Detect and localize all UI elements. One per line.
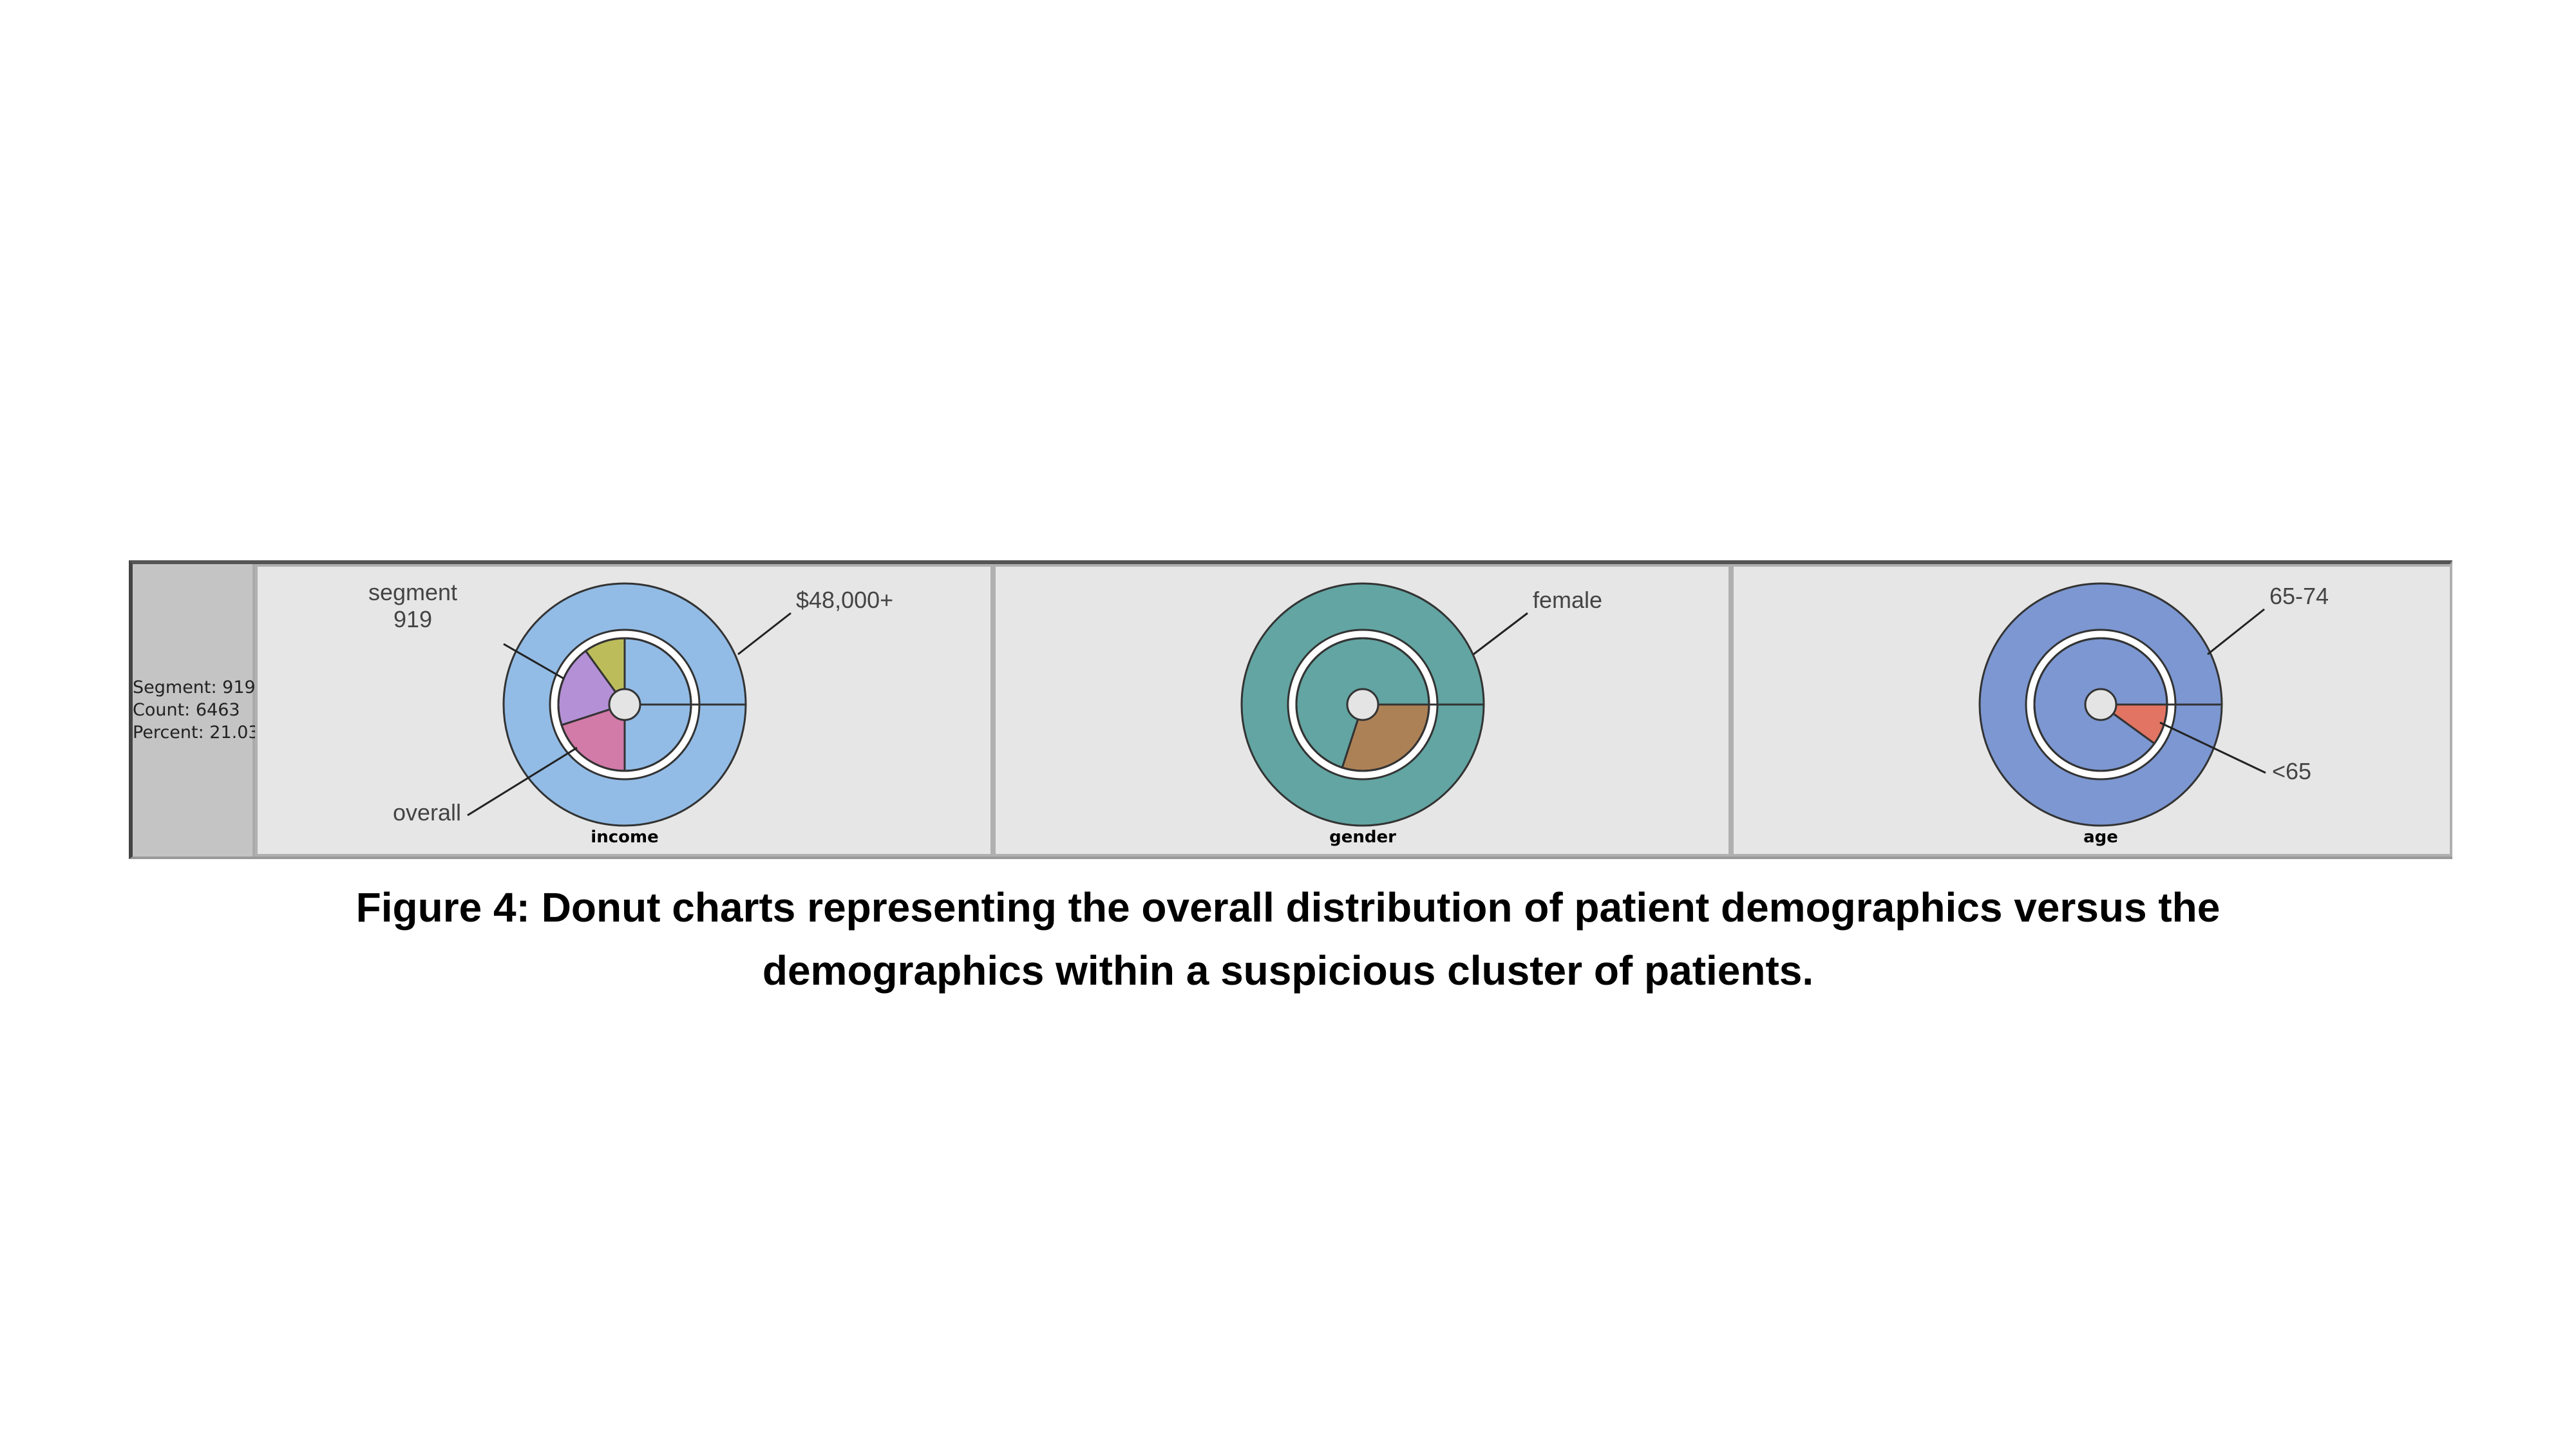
donut-chart-figure: Segment: 919 Count: 6463 Percent: 21.03 …	[129, 560, 2452, 859]
caption-line-1: Figure 4: Donut charts representing the …	[355, 884, 2221, 931]
gender-hub	[1346, 688, 1379, 721]
age-annotation-leader-1	[2159, 721, 2266, 774]
income-annotation-1: $48,000+	[796, 587, 893, 613]
gender-chart-title: gender	[1329, 828, 1396, 847]
segment-info-text: Segment: 919	[133, 677, 256, 697]
age-hub	[2084, 688, 2117, 721]
income-annotation-leader-0	[503, 643, 565, 680]
income-annotation-0: segment 919	[368, 579, 457, 632]
gender-annotation-0: female	[1533, 587, 1602, 613]
segment-info-panel: Segment: 919 Count: 6463 Percent: 21.03	[133, 564, 260, 857]
income-hub	[608, 688, 641, 721]
income-annotation-leader-1	[737, 612, 791, 656]
figure-caption: Figure 4: Donut charts representing the …	[0, 876, 2576, 1002]
income-annotation-2: overall	[393, 799, 461, 826]
percent-info-text: Percent: 21.03	[133, 723, 260, 743]
count-info-text: Count: 6463	[133, 700, 240, 720]
age-annotation-1: <65	[2272, 758, 2311, 784]
income-annotation-leader-2	[467, 746, 578, 817]
age-annotation-leader-0	[2207, 608, 2265, 656]
gender-annotation-leader-0	[1473, 612, 1528, 656]
income-chart-title: income	[591, 828, 658, 847]
caption-line-2: demographics within a suspicious cluster…	[762, 947, 1814, 994]
donut-charts-svg: income segment 919 $48,000+ overall gender fem…	[368, 579, 2329, 847]
age-annotation-0: 65-74	[2269, 583, 2329, 609]
age-chart-title: age	[2083, 828, 2118, 847]
